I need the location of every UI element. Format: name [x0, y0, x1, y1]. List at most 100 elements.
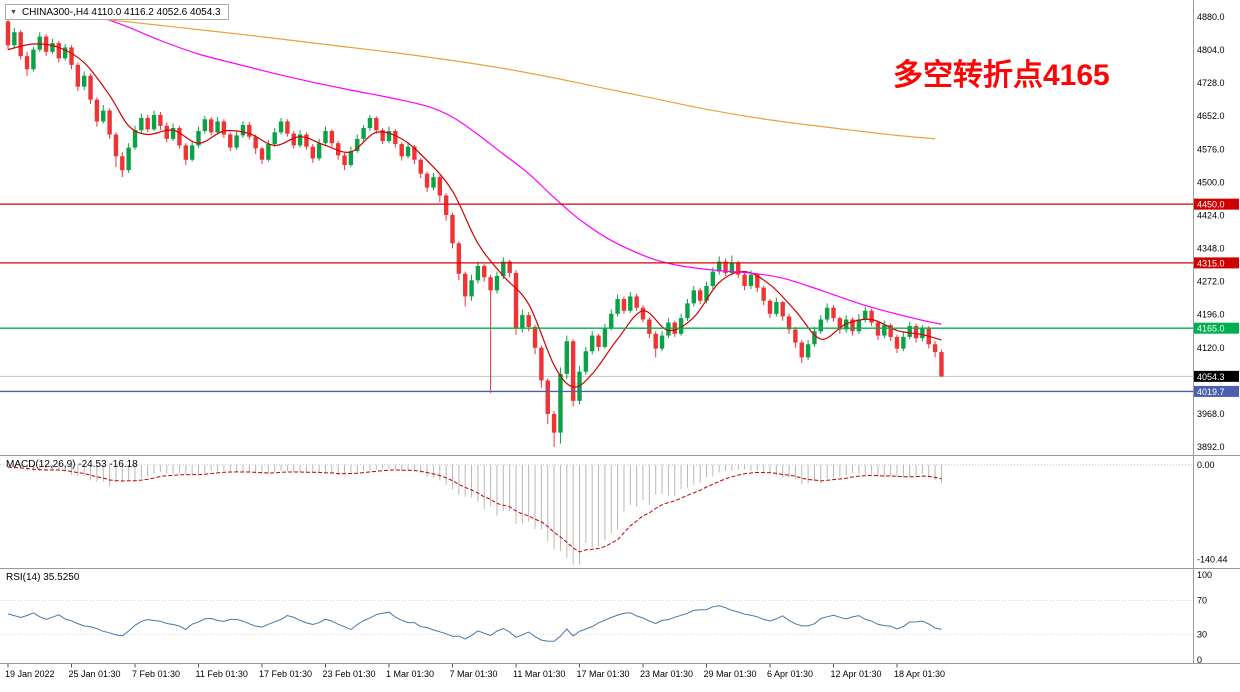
candle-body: [691, 290, 696, 304]
candle-body: [488, 277, 493, 291]
candle-body: [799, 342, 804, 358]
time-label: 23 Feb 01:30: [323, 669, 376, 679]
candle-body: [628, 296, 633, 311]
candle-body: [774, 302, 779, 314]
candle-body: [50, 43, 55, 52]
candle-body: [780, 302, 785, 317]
price-tick-label: 4120.0: [1197, 343, 1225, 353]
rsi-axis-label: 100: [1197, 570, 1212, 580]
candle-body: [443, 195, 449, 216]
candle-body: [932, 344, 938, 353]
time-label: 17 Feb 01:30: [259, 669, 312, 679]
price-tag: [1194, 257, 1239, 269]
candle-body: [824, 307, 830, 320]
price-tick-label: 4272.0: [1197, 277, 1225, 287]
price-tag-label: 4450.0: [1197, 200, 1225, 210]
symbol-info-bar: ▼ CHINA300-,H4 4110.0 4116.2 4052.6 4054…: [5, 4, 229, 20]
candle-body: [272, 132, 277, 145]
candle-body: [615, 299, 620, 314]
candle-body: [189, 145, 195, 160]
annotation-text: 多空转折点4165: [893, 59, 1110, 92]
candle-body: [336, 143, 341, 156]
candle-body: [183, 145, 188, 160]
candle-body: [393, 131, 398, 145]
price-tick-label: 4576.0: [1197, 144, 1225, 154]
candle-body: [316, 143, 322, 159]
candle-body: [863, 310, 868, 320]
candle-body: [678, 318, 684, 334]
candle-body: [818, 319, 823, 332]
price-tag: [1194, 385, 1239, 397]
candle-body: [920, 328, 925, 339]
candle-body: [621, 299, 627, 311]
candle-body: [761, 287, 766, 301]
candle-body: [736, 262, 741, 275]
candle-body: [18, 32, 23, 57]
candle-body: [158, 114, 163, 126]
candle-body: [742, 274, 747, 286]
candle-body: [329, 131, 335, 144]
candle-body: [602, 328, 608, 347]
candle-body: [710, 271, 716, 286]
candle-body: [285, 121, 290, 134]
candle-body: [659, 335, 665, 349]
candle-body: [431, 177, 436, 188]
candle-body: [901, 336, 906, 349]
rsi-axis-label: 30: [1197, 630, 1207, 640]
price-tick-label: 4728.0: [1197, 78, 1225, 88]
time-label: 12 Apr 01:30: [831, 669, 882, 679]
ma-fast-line: [7, 43, 942, 388]
candle-body: [583, 351, 589, 372]
candle-body: [812, 331, 817, 345]
time-label: 25 Jan 01:30: [69, 669, 121, 679]
candle-body: [831, 307, 836, 319]
candle-body: [786, 316, 792, 330]
candle-body: [278, 121, 284, 133]
candle-body: [399, 144, 404, 157]
candle-body: [469, 280, 474, 297]
candle-body: [894, 336, 900, 349]
symbol-ohlc-text: CHINA300-,H4 4110.0 4116.2 4052.6 4054.3: [21, 6, 221, 18]
candle-body: [342, 155, 347, 165]
candle-body: [844, 319, 849, 330]
candle-body: [386, 131, 392, 142]
collapse-arrow-icon[interactable]: ▼: [10, 8, 17, 16]
price-tag-label: 4054.3: [1197, 372, 1225, 382]
candle-body: [748, 274, 754, 286]
candle-body: [704, 285, 709, 301]
candle-body: [697, 290, 703, 301]
candle-body: [196, 131, 201, 146]
candle-body: [24, 56, 30, 70]
price-tag: [1194, 322, 1239, 334]
candle-body: [355, 138, 360, 152]
time-label: 11 Mar 01:30: [513, 669, 565, 679]
candle-body: [405, 146, 411, 157]
time-label: 19 Jan 2022: [5, 669, 55, 679]
candle-body: [507, 261, 512, 273]
candle-body: [266, 144, 271, 160]
candle-body: [221, 121, 227, 135]
candle-body: [56, 43, 61, 59]
candle-body: [723, 261, 728, 273]
ma-mid-line: [84, 11, 942, 325]
candle-body: [291, 133, 296, 146]
time-label: 17 Mar 01:30: [577, 669, 630, 679]
rsi-axis-label: 70: [1197, 596, 1207, 606]
macd-indicator-label: MACD(12,26,9) -24.53 -16.18: [6, 459, 138, 470]
candle-body: [139, 117, 144, 131]
rsi-line: [7, 605, 942, 642]
candle-body: [475, 265, 481, 281]
candle-body: [526, 315, 531, 327]
candle-body: [634, 296, 639, 308]
candle-body: [424, 173, 430, 188]
candle-body: [113, 134, 119, 157]
candle-body: [75, 64, 81, 87]
price-tag: [1194, 198, 1239, 210]
candle-body: [37, 36, 42, 50]
price-tick-label: 4424.0: [1197, 210, 1225, 220]
candle-body: [545, 380, 550, 414]
candle-body: [609, 313, 614, 329]
candle-body: [94, 99, 100, 122]
